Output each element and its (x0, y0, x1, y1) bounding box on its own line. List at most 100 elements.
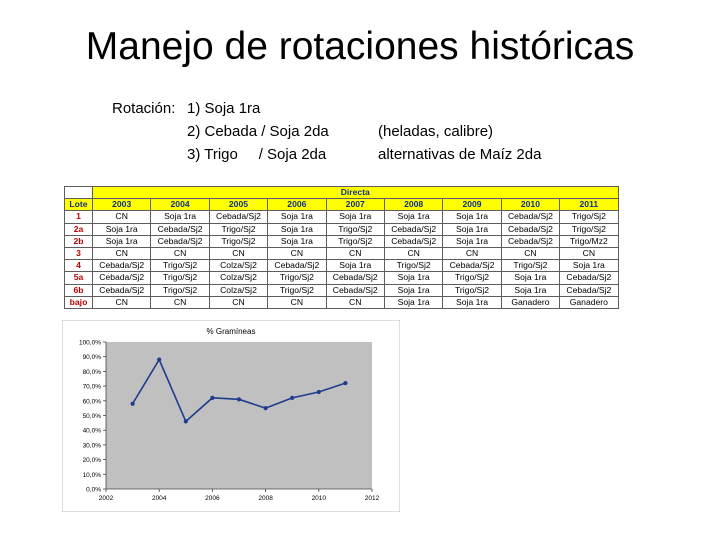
lote-header: Lote (64, 198, 93, 212)
year-header: 2006 (267, 198, 327, 212)
lote-cell: 4 (64, 259, 93, 273)
data-point (236, 397, 242, 402)
data-point (263, 406, 268, 411)
crop-cell: Soja 1ra (442, 295, 502, 309)
x-tick-label: 2002 (99, 495, 114, 502)
lote-cell: 5a (64, 271, 93, 285)
rotation-note-2: alternativas de Maíz 2da (378, 146, 542, 163)
crop-cell: CN (267, 246, 327, 261)
crop-cell: Soja 1ra (91, 222, 152, 236)
crop-cell: Colza/Sj2 (208, 271, 269, 285)
crop-cell: Soja 1ra (559, 259, 619, 273)
x-tick-label: 2008 (258, 495, 273, 502)
crop-cell: Cebada/Sj2 (150, 234, 210, 248)
crop-cell: Soja 1ra (500, 283, 561, 297)
y-tick-label: 50,0% (83, 413, 102, 420)
rotation-label: Rotación: (112, 100, 176, 117)
data-point (183, 419, 188, 424)
y-tick-label: 40,0% (83, 428, 102, 435)
crop-cell: Soja 1ra (383, 271, 444, 285)
crop-cell: CN (267, 295, 327, 309)
crop-cell: Trigo/Sj2 (442, 283, 502, 297)
crop-cell: Cebada/Sj2 (559, 283, 619, 297)
x-tick-label: 2012 (365, 495, 380, 502)
year-header: 2011 (559, 198, 619, 212)
crop-cell: Cebada/Sj2 (325, 283, 385, 297)
crop-cell: Trigo/Sj2 (150, 283, 210, 297)
y-tick-label: 100,0% (79, 340, 101, 347)
crop-cell: Cebada/Sj2 (325, 271, 385, 285)
crop-cell: Trigo/Sj2 (267, 283, 327, 297)
crop-cell: Soja 1ra (442, 210, 502, 224)
year-header: 2008 (383, 198, 444, 212)
table-row: 4 Cebada/Sj2 Trigo/Sj2 Colza/Sj2 Cebada/Sj2 S… (64, 259, 619, 273)
plot-background (106, 342, 372, 489)
crop-cell: CN (208, 246, 269, 261)
crop-cell: CN (500, 246, 561, 261)
crop-cell: Colza/Sj2 (208, 283, 269, 297)
crop-cell: Trigo/Sj2 (559, 222, 619, 236)
crop-cell: Trigo/Sj2 (500, 259, 561, 273)
crop-cell: CN (442, 246, 502, 261)
crop-cell: Ganadero (559, 295, 619, 309)
crop-cell: CN (91, 210, 152, 224)
table-row: 5a Cebada/Sj2 Trigo/Sj2 Colza/Sj2 Trigo/Sj2 C… (64, 271, 619, 285)
crop-cell: Cebada/Sj2 (383, 222, 444, 236)
table-group-header-row: Directa (64, 185, 619, 200)
x-tick-label: 2010 (312, 495, 327, 502)
crop-cell: Cebada/Sj2 (267, 259, 327, 273)
crop-cell: Trigo/Sj2 (150, 271, 210, 285)
crop-cell: CN (150, 246, 210, 261)
table-row: 1 CN Soja 1ra Cebada/Sj2 Soja 1ra Soja 1ra Soj… (64, 210, 619, 224)
y-tick-label: 30,0% (83, 442, 102, 449)
crop-cell: Cebada/Sj2 (91, 271, 152, 285)
crop-cell: CN (383, 246, 444, 261)
crop-cell: Trigo/Sj2 (150, 259, 210, 273)
crop-cell: Trigo/Sj2 (208, 234, 269, 248)
crop-cell: Cebada/Sj2 (500, 234, 561, 248)
x-tick-label: 2004 (152, 495, 167, 502)
crop-cell: CN (559, 246, 619, 261)
crop-cell: CN (325, 246, 385, 261)
data-point (290, 395, 295, 400)
crop-cell: Trigo/Sj2 (208, 222, 269, 236)
crop-cell: Soja 1ra (383, 283, 444, 297)
year-header: 2009 (442, 198, 502, 212)
crop-cell: Soja 1ra (267, 234, 327, 248)
y-tick-label: 60,0% (83, 398, 102, 405)
crop-cell: Trigo/Mz2 (559, 234, 619, 248)
y-tick-label: 80,0% (83, 369, 102, 376)
crop-cell: Trigo/Sj2 (325, 234, 385, 248)
crop-cell: Cebada/Sj2 (500, 210, 561, 224)
y-tick-label: 20,0% (83, 457, 102, 464)
lote-cell: 3 (64, 246, 93, 261)
rotation-item-2: 2) Cebada / Soja 2da (187, 123, 329, 140)
data-point (343, 381, 348, 386)
crop-cell: Cebada/Sj2 (150, 222, 210, 236)
crop-cell: CN (91, 295, 152, 309)
x-tick-label: 2006 (205, 495, 220, 502)
crop-cell: Trigo/Sj2 (325, 222, 385, 236)
crop-cell: Soja 1ra (150, 210, 210, 224)
crop-cell: Soja 1ra (500, 271, 561, 285)
crop-cell: Soja 1ra (383, 210, 444, 224)
crop-cell: CN (208, 295, 269, 309)
table-row: 2b Soja 1ra Cebada/Sj2 Trigo/Sj2 Soja 1ra Tri… (64, 234, 619, 248)
crop-cell: Trigo/Sj2 (383, 259, 444, 273)
crop-cell: Trigo/Sj2 (267, 271, 327, 285)
crop-cell: Soja 1ra (325, 210, 385, 224)
crop-cell: Cebada/Sj2 (442, 259, 502, 273)
crop-cell: Cebada/Sj2 (91, 283, 152, 297)
table-row: 2a Soja 1ra Cebada/Sj2 Trigo/Sj2 Soja 1ra Tri… (64, 222, 619, 236)
rotation-table: Directa Lote 2003 2004 2005 2006 2007 2008 200… (64, 185, 619, 309)
rotation-item-1: 1) Soja 1ra (187, 100, 261, 117)
lote-cell: 1 (64, 210, 93, 224)
group-header-directa: Directa (92, 185, 619, 200)
year-header: 2007 (325, 198, 385, 212)
crop-cell: Soja 1ra (325, 259, 385, 273)
crop-cell: Soja 1ra (267, 222, 327, 236)
gramineas-chart: % Gramíneas 0,0% 10,0% 20,0% 30,0% 40,0% 50,0… (62, 320, 400, 512)
table-row: bajo CN CN CN CN CN Soja 1ra Soja 1ra Ganadero Ga… (64, 295, 619, 309)
crop-cell: Soja 1ra (267, 210, 327, 224)
table-row: 3 CN CN CN CN CN CN CN CN CN (64, 246, 619, 261)
